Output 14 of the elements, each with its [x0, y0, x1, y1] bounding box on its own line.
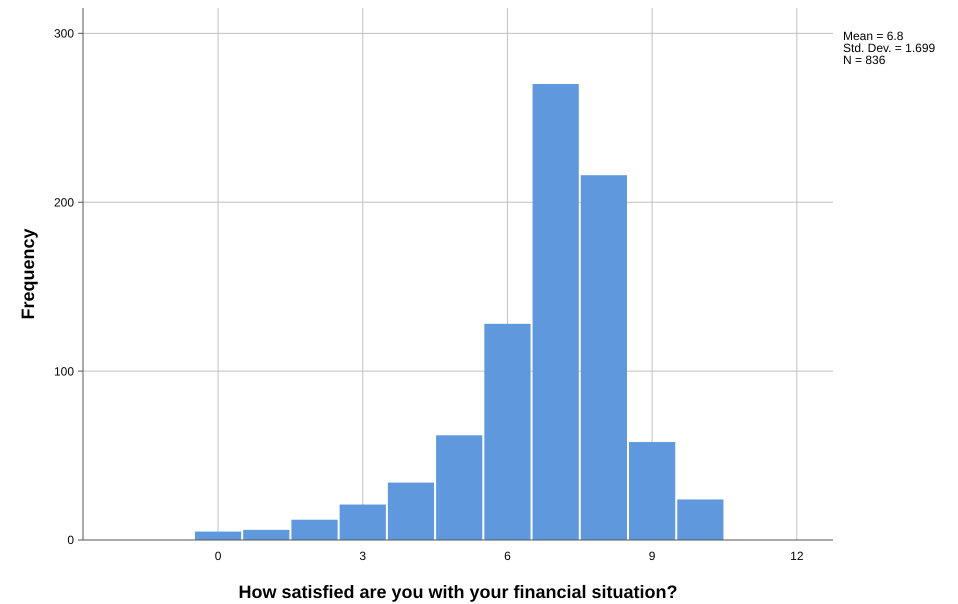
text: Std. Dev. = 1.699: [843, 41, 936, 55]
x-tick-label: 6: [504, 549, 512, 563]
text: Mean = 6.8: [843, 29, 904, 43]
y-tick-label: 300: [54, 26, 74, 41]
x-axis-title: How satisfied are you with your financial situation?: [238, 582, 678, 602]
y-axis-title: Frequency: [18, 228, 38, 320]
y-tick-label: 100: [54, 364, 74, 378]
y-tick-label: 0: [67, 533, 74, 548]
x-tick-label: 9: [648, 549, 656, 563]
x-tick-label: 0: [214, 549, 222, 563]
y-tick-label: 200: [54, 195, 74, 210]
x-tick-label: 3: [359, 549, 366, 563]
text: N = 836: [843, 53, 886, 67]
x-tick-label: 12: [790, 549, 804, 563]
